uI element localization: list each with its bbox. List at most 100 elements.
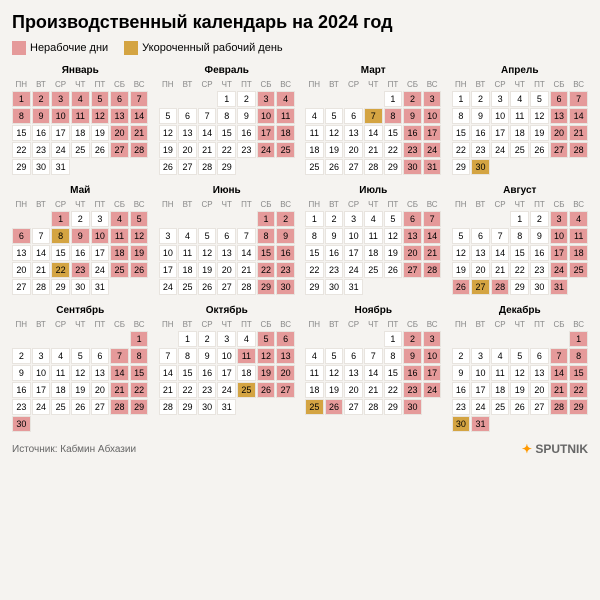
day-cell: 24	[471, 399, 490, 415]
day-cell: 24	[257, 142, 276, 158]
day-cell: 23	[403, 382, 422, 398]
day-cell: 15	[510, 245, 529, 261]
day-cell: 10	[91, 228, 110, 244]
day-cell: 7	[550, 348, 569, 364]
day-cell: 22	[130, 382, 149, 398]
weekday-header: ЧТ	[364, 199, 383, 210]
day-cell: 31	[217, 399, 236, 415]
weekday-header: ВС	[423, 199, 442, 210]
weekday-header: СБ	[403, 79, 422, 90]
day-cell: 27	[178, 159, 197, 175]
day-cell: 11	[491, 365, 510, 381]
day-cell: 21	[550, 382, 569, 398]
weekday-header: ВТ	[325, 199, 344, 210]
day-cell: 12	[384, 228, 403, 244]
day-cell: 29	[12, 159, 31, 175]
day-cell: 21	[569, 125, 588, 141]
day-cell: 11	[569, 228, 588, 244]
day-cell: 24	[91, 262, 110, 278]
day-cell: 4	[276, 91, 295, 107]
weekday-header: ЧТ	[71, 199, 90, 210]
day-cell: 16	[71, 245, 90, 261]
day-cell: 12	[71, 365, 90, 381]
day-cell: 16	[198, 365, 217, 381]
month: МайПНВТСРЧТПТСБВС12345678910111213141516…	[12, 185, 149, 295]
weekday-header: ЧТ	[217, 199, 236, 210]
day-cell: 21	[130, 125, 149, 141]
day-cell: 20	[344, 382, 363, 398]
day-cell: 3	[257, 91, 276, 107]
day-cell: 22	[12, 142, 31, 158]
day-cell: 19	[452, 262, 471, 278]
day-cell: 2	[471, 91, 490, 107]
day-cell: 22	[178, 382, 197, 398]
month: ИюльПНВТСРЧТПТСБВС1234567891011121314151…	[305, 185, 442, 295]
day-cell: 10	[471, 365, 490, 381]
day-cell: 30	[530, 279, 549, 295]
day-cell: 12	[198, 245, 217, 261]
day-cell: 24	[423, 382, 442, 398]
month: ОктябрьПНВТСРЧТПТСБВС1234567891011121314…	[159, 305, 296, 432]
day-cell: 26	[198, 279, 217, 295]
day-cell: 30	[71, 279, 90, 295]
day-cell: 25	[178, 279, 197, 295]
day-cell: 11	[305, 125, 324, 141]
day-cell: 13	[276, 348, 295, 364]
day-cell: 7	[364, 108, 383, 124]
day-cell: 28	[32, 279, 51, 295]
day-cell: 15	[130, 365, 149, 381]
day-cell: 16	[403, 125, 422, 141]
day-cell: 1	[384, 331, 403, 347]
month: ДекабрьПНВТСРЧТПТСБВС1234567891011121314…	[452, 305, 589, 432]
day-cell: 13	[217, 245, 236, 261]
month-name: Март	[305, 65, 442, 76]
weekday-header: СБ	[550, 319, 569, 330]
day-cell: 16	[530, 245, 549, 261]
day-cell: 27	[550, 142, 569, 158]
day-cell: 13	[550, 108, 569, 124]
day-cell: 1	[305, 211, 324, 227]
day-cell: 14	[110, 365, 129, 381]
day-cell: 9	[471, 108, 490, 124]
day-cell: 29	[384, 159, 403, 175]
day-cell: 21	[364, 142, 383, 158]
weekday-header: ПТ	[384, 199, 403, 210]
day-cell: 29	[178, 399, 197, 415]
day-cell: 20	[91, 382, 110, 398]
weekday-header: ПН	[159, 199, 178, 210]
weekday-header: ВТ	[325, 79, 344, 90]
weekday-header: ПН	[12, 79, 31, 90]
day-cell: 17	[159, 262, 178, 278]
weekday-header: ВТ	[325, 319, 344, 330]
weekday-header: ПН	[12, 319, 31, 330]
day-cell: 23	[325, 262, 344, 278]
day-cell: 10	[550, 228, 569, 244]
day-cell: 27	[110, 142, 129, 158]
weekday-header: СБ	[257, 199, 276, 210]
day-cell: 23	[530, 262, 549, 278]
day-cell: 8	[384, 348, 403, 364]
month-name: Январь	[12, 65, 149, 76]
day-cell: 9	[403, 108, 422, 124]
weekday-header: ЧТ	[217, 79, 236, 90]
day-cell: 11	[364, 228, 383, 244]
weekday-header: ПТ	[237, 319, 256, 330]
day-cell: 24	[550, 262, 569, 278]
day-cell: 15	[384, 125, 403, 141]
day-cell: 2	[530, 211, 549, 227]
day-cell: 26	[325, 399, 344, 415]
day-cell: 26	[257, 382, 276, 398]
day-cell: 4	[305, 348, 324, 364]
day-cell: 20	[110, 125, 129, 141]
day-cell: 30	[32, 159, 51, 175]
day-cell: 5	[325, 348, 344, 364]
day-cell: 12	[530, 108, 549, 124]
day-cell: 18	[305, 382, 324, 398]
day-cell: 21	[364, 382, 383, 398]
day-cell: 5	[530, 91, 549, 107]
day-cell: 28	[110, 399, 129, 415]
day-cell: 13	[530, 365, 549, 381]
day-cell: 26	[325, 159, 344, 175]
weekday-header: СБ	[110, 79, 129, 90]
day-cell: 24	[217, 382, 236, 398]
